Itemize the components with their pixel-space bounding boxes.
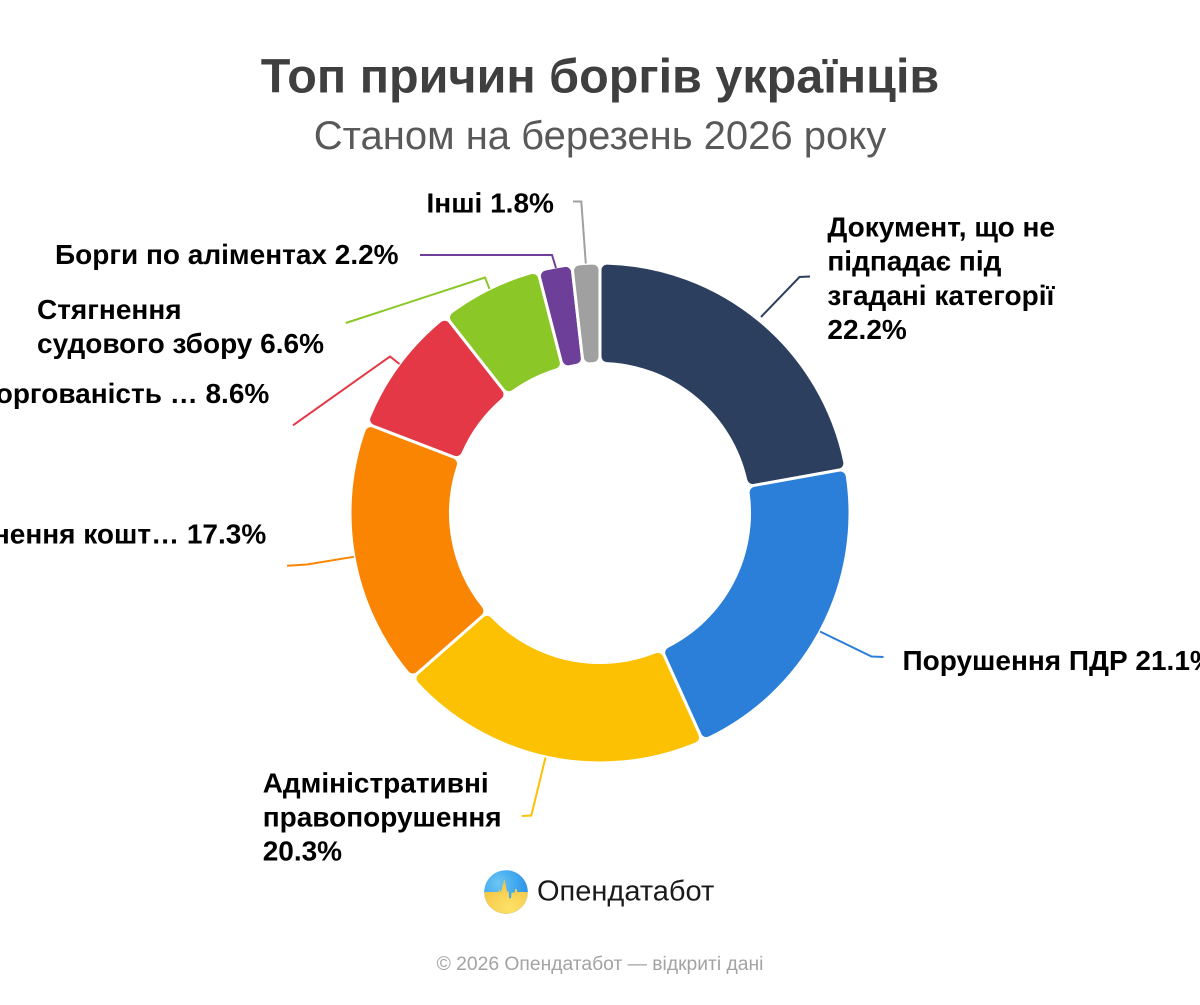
svg-text:Адміністративні: Адміністративні — [263, 768, 489, 799]
svg-text:Топ причин боргів українців: Топ причин боргів українців — [261, 49, 940, 103]
svg-text:Заборгованість … 8.6%: Заборгованість … 8.6% — [0, 378, 269, 409]
svg-text:© 2026 Опендатабот — відкриті: © 2026 Опендатабот — відкриті дані — [437, 954, 764, 975]
svg-text:Станом на березень 2026 року: Станом на березень 2026 року — [314, 114, 886, 158]
svg-text:Опендатабот: Опендатабот — [537, 876, 714, 908]
svg-text:судового збору 6.6%: судового збору 6.6% — [37, 328, 324, 359]
svg-text:правопорушення: правопорушення — [263, 802, 502, 833]
svg-text:згадані категорії: згадані категорії — [827, 280, 1055, 311]
svg-text:Стягнення: Стягнення — [37, 294, 182, 325]
svg-text:22.2%: 22.2% — [827, 314, 906, 345]
svg-text:Стягнення кошт… 17.3%: Стягнення кошт… 17.3% — [0, 519, 266, 550]
svg-text:підпадає під: підпадає під — [827, 246, 1001, 277]
svg-text:Документ, що не: Документ, що не — [827, 212, 1055, 243]
svg-text:Борги по аліментах 2.2%: Борги по аліментах 2.2% — [55, 239, 399, 270]
svg-text:20.3%: 20.3% — [263, 836, 342, 867]
svg-text:Порушення ПДР 21.1%: Порушення ПДР 21.1% — [903, 645, 1200, 676]
svg-text:Інші 1.8%: Інші 1.8% — [427, 188, 555, 219]
